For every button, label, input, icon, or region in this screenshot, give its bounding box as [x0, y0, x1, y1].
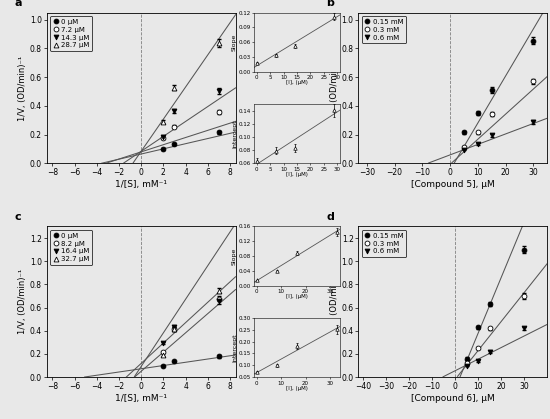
0 μM [171, 359, 178, 364]
7.2 μM [171, 124, 178, 129]
X-axis label: [Compound 6], μM: [Compound 6], μM [411, 394, 494, 403]
Y-axis label: Intercept: Intercept [232, 119, 237, 148]
16.4 μM [160, 340, 167, 345]
Line: 0.15 mM: 0.15 mM [464, 247, 527, 361]
28.7 μM [160, 119, 167, 124]
Line: 0 μM: 0 μM [161, 130, 221, 151]
Legend: 0 μM, 8.2 μM, 16.4 μM, 32.7 μM: 0 μM, 8.2 μM, 16.4 μM, 32.7 μM [50, 230, 92, 265]
0.6 mM [521, 326, 527, 331]
28.7 μM [171, 85, 178, 91]
Y-axis label: Intercept: Intercept [232, 333, 237, 362]
X-axis label: [I], (μM): [I], (μM) [286, 172, 308, 177]
14.3 μM [216, 88, 222, 93]
Text: a: a [15, 0, 22, 8]
0 μM [171, 141, 178, 146]
Line: 8.2 μM: 8.2 μM [161, 297, 221, 354]
Line: 0.3 mM: 0.3 mM [461, 79, 536, 149]
X-axis label: 1/[S], mM⁻¹: 1/[S], mM⁻¹ [115, 394, 167, 403]
8.2 μM [160, 350, 167, 355]
Y-axis label: Slope: Slope [232, 247, 237, 265]
Legend: 0 μM, 7.2 μM, 14.3 μM, 28.7 μM: 0 μM, 7.2 μM, 14.3 μM, 28.7 μM [50, 16, 92, 51]
0.15 mM [461, 130, 468, 135]
0.6 mM [475, 358, 481, 363]
0.15 mM [475, 325, 481, 330]
0.3 mM [461, 144, 468, 149]
0.3 mM [475, 130, 481, 135]
Line: 14.3 μM: 14.3 μM [161, 88, 221, 139]
Text: d: d [326, 212, 334, 222]
0.3 mM [521, 293, 527, 298]
Line: 32.7 μM: 32.7 μM [161, 288, 221, 357]
0.15 mM [530, 38, 537, 43]
0.6 mM [488, 133, 495, 138]
Y-axis label: 1/V, (OD/min)⁻¹: 1/V, (OD/min)⁻¹ [18, 269, 27, 334]
0.15 mM [488, 88, 495, 93]
0.3 mM [475, 346, 481, 351]
0.6 mM [463, 363, 470, 368]
Y-axis label: 1/V, (OD/min)⁻¹: 1/V, (OD/min)⁻¹ [18, 55, 27, 121]
Legend: 0.15 mM, 0.3 mM, 0.6 mM: 0.15 mM, 0.3 mM, 0.6 mM [362, 16, 406, 43]
Line: 0.15 mM: 0.15 mM [461, 38, 536, 135]
X-axis label: [I], (μM): [I], (μM) [286, 80, 308, 85]
32.7 μM [171, 326, 178, 331]
Y-axis label: Slope: Slope [232, 34, 237, 51]
Legend: 0.15 mM, 0.3 mM, 0.6 mM: 0.15 mM, 0.3 mM, 0.6 mM [362, 230, 406, 257]
0 μM [216, 130, 222, 135]
16.4 μM [216, 299, 222, 304]
14.3 μM [160, 134, 167, 139]
Text: b: b [326, 0, 334, 8]
0.6 mM [530, 120, 537, 125]
Text: c: c [15, 212, 21, 222]
7.2 μM [216, 110, 222, 115]
X-axis label: [I], (μM): [I], (μM) [286, 294, 308, 299]
8.2 μM [216, 296, 222, 301]
0.3 mM [486, 326, 493, 331]
X-axis label: [Compound 5], μM: [Compound 5], μM [411, 180, 494, 189]
0.3 mM [530, 79, 537, 84]
0.3 mM [463, 361, 470, 366]
Y-axis label: 1/V, (OD/min)⁻¹: 1/V, (OD/min)⁻¹ [329, 55, 339, 121]
32.7 μM [216, 288, 222, 293]
0.15 mM [463, 356, 470, 361]
0.3 mM [488, 112, 495, 117]
Line: 7.2 μM: 7.2 μM [161, 110, 221, 140]
0 μM [216, 354, 222, 359]
0.6 mM [486, 349, 493, 354]
0.6 mM [461, 147, 468, 152]
28.7 μM [216, 41, 222, 46]
14.3 μM [171, 109, 178, 114]
8.2 μM [171, 326, 178, 331]
0.6 mM [475, 141, 481, 146]
16.4 μM [171, 324, 178, 329]
0 μM [160, 363, 167, 368]
Line: 0.3 mM: 0.3 mM [464, 294, 527, 366]
Line: 16.4 μM: 16.4 μM [161, 299, 221, 345]
X-axis label: [I], (μM): [I], (μM) [286, 385, 308, 391]
0.15 mM [486, 302, 493, 307]
Line: 0.6 mM: 0.6 mM [464, 326, 527, 368]
32.7 μM [160, 352, 167, 357]
0.15 mM [521, 247, 527, 252]
0 μM [160, 146, 167, 151]
Line: 0.6 mM: 0.6 mM [461, 120, 536, 152]
Y-axis label: 1/V, (OD/min)⁻¹: 1/V, (OD/min)⁻¹ [329, 269, 339, 334]
X-axis label: 1/[S], mM⁻¹: 1/[S], mM⁻¹ [115, 180, 167, 189]
0.15 mM [475, 111, 481, 116]
7.2 μM [160, 136, 167, 141]
Line: 28.7 μM: 28.7 μM [161, 41, 221, 124]
Line: 0 μM: 0 μM [161, 354, 221, 368]
